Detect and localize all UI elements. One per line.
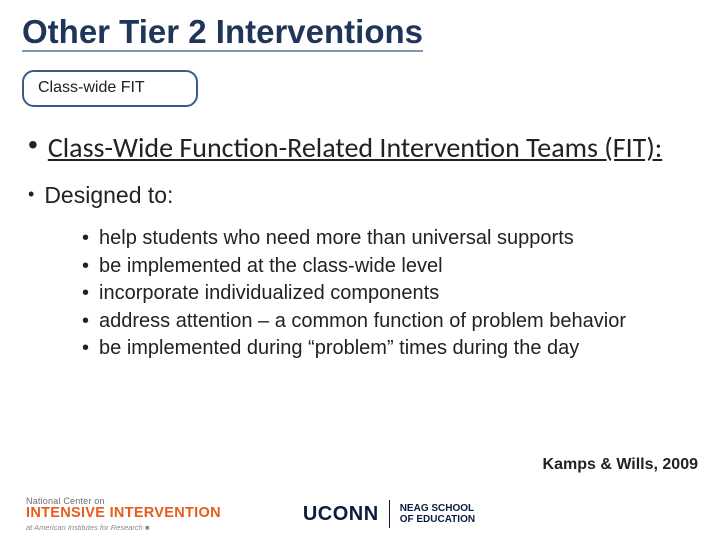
slide-title: Other Tier 2 Interventions (22, 14, 698, 52)
uconn-logo: UCONN NEAG SCHOOL OF EDUCATION (303, 500, 475, 528)
bullet-dot: • (82, 281, 89, 307)
slide: Other Tier 2 Interventions Class-wide FI… (0, 0, 720, 540)
list-item-text: be implemented at the class-wide level (99, 254, 443, 280)
topic-tag: Class-wide FIT (22, 70, 198, 107)
main-bullet-text: Class-Wide Function-Related Intervention… (48, 131, 662, 164)
uconn-school-l2: OF EDUCATION (400, 514, 475, 526)
list-item-text: be implemented during “problem” times du… (99, 336, 579, 362)
topic-tag-text: Class-wide FIT (38, 79, 145, 96)
uconn-wordmark: UCONN (303, 503, 379, 526)
list-item-text: help students who need more than univers… (99, 226, 574, 252)
bullet-dot: • (28, 182, 34, 210)
bullet-dot: • (82, 254, 89, 280)
bullet-dot: • (82, 226, 89, 252)
uconn-school: NEAG SCHOOL OF EDUCATION (400, 503, 475, 526)
ncii-line3: at American Institutes for Research ■ (26, 523, 221, 532)
vertical-divider (389, 500, 390, 528)
list-item: • be implemented during “problem” times … (82, 336, 698, 362)
sub1-text: Designed to: (44, 182, 173, 210)
ncii-logo: National Center on INTENSIVE INTERVENTIO… (26, 496, 221, 531)
list-item-text: incorporate individualized components (99, 281, 439, 307)
list-item: • incorporate individualized components (82, 281, 698, 307)
slide-title-text: Other Tier 2 Interventions (22, 14, 423, 52)
list-item: • address attention – a common function … (82, 309, 698, 335)
bullet-dot: • (28, 131, 38, 164)
sub-bullet-level1: • Designed to: (22, 182, 698, 210)
citation-text: Kamps & Wills, 2009 (543, 456, 698, 473)
list-item: • be implemented at the class-wide level (82, 254, 698, 280)
ncii-line2: INTENSIVE INTERVENTION (26, 506, 221, 521)
uconn-school-l1: NEAG SCHOOL (400, 503, 475, 515)
citation: Kamps & Wills, 2009 (543, 456, 698, 474)
sub-bullet-level2-list: • help students who need more than unive… (82, 226, 698, 362)
bullet-dot: • (82, 336, 89, 362)
list-item-text: address attention – a common function of… (99, 309, 626, 335)
list-item: • help students who need more than unive… (82, 226, 698, 252)
bullet-dot: • (82, 309, 89, 335)
footer: National Center on INTENSIVE INTERVENTIO… (0, 488, 720, 540)
main-bullet: • Class-Wide Function-Related Interventi… (22, 131, 698, 164)
